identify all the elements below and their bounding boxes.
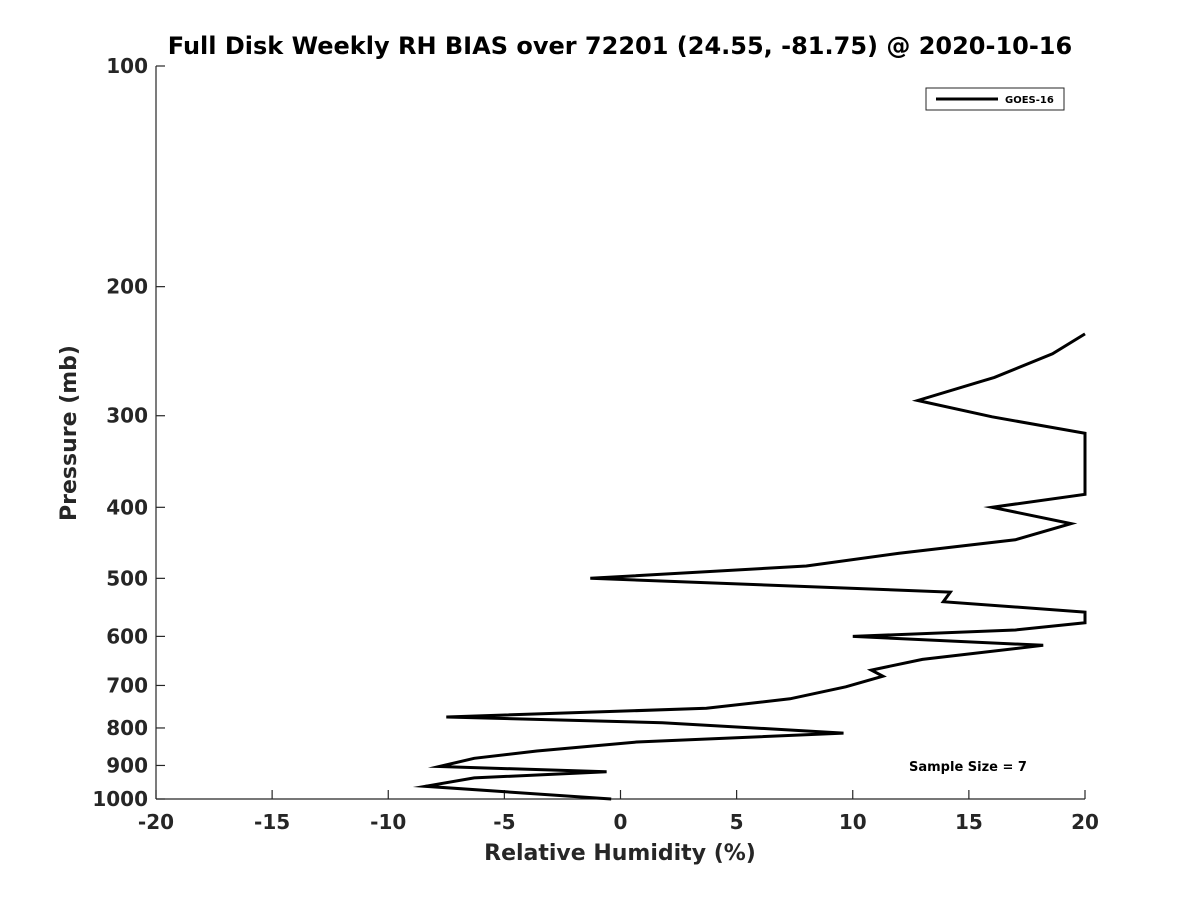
x-tick-label: -5 [493,810,515,834]
legend: GOES-16 [925,87,1065,111]
x-axis-label: Relative Humidity (%) [484,841,756,866]
x-tick-label: 15 [955,810,983,834]
chart-title: Full Disk Weekly RH BIAS over 72201 (24.… [168,32,1072,60]
y-tick-label: 200 [106,275,148,299]
y-tick-label: 900 [106,753,148,777]
series-line-goes-16 [412,332,1087,801]
y-axis-ticks: 100 200 300 400 500 600 700 800 900 1000 [92,54,165,811]
y-tick-label: 300 [106,404,148,428]
y-tick-label: 800 [106,716,148,740]
x-tick-label: 10 [839,810,867,834]
x-tick-label: -15 [254,810,290,834]
x-tick-label: -20 [138,810,174,834]
y-tick-label: 400 [106,495,148,519]
y-tick-label: 100 [106,54,148,78]
y-tick-label: 500 [106,566,148,590]
y-axis-label: Pressure (mb) [57,345,82,521]
y-tick-label: 600 [106,624,148,648]
x-tick-label: -10 [370,810,406,834]
x-tick-label: 5 [730,810,744,834]
y-tick-label: 1000 [92,787,148,811]
legend-label-goes-16: GOES-16 [1005,95,1054,106]
y-tick-label: 700 [106,673,148,697]
sample-size-annotation: Sample Size = 7 [909,760,1027,775]
series-layer [412,332,1087,801]
x-tick-label: 0 [614,810,628,834]
x-axis-ticks: -20 -15 -10 -5 0 5 10 15 20 [138,790,1099,834]
x-tick-label: 20 [1071,810,1099,834]
